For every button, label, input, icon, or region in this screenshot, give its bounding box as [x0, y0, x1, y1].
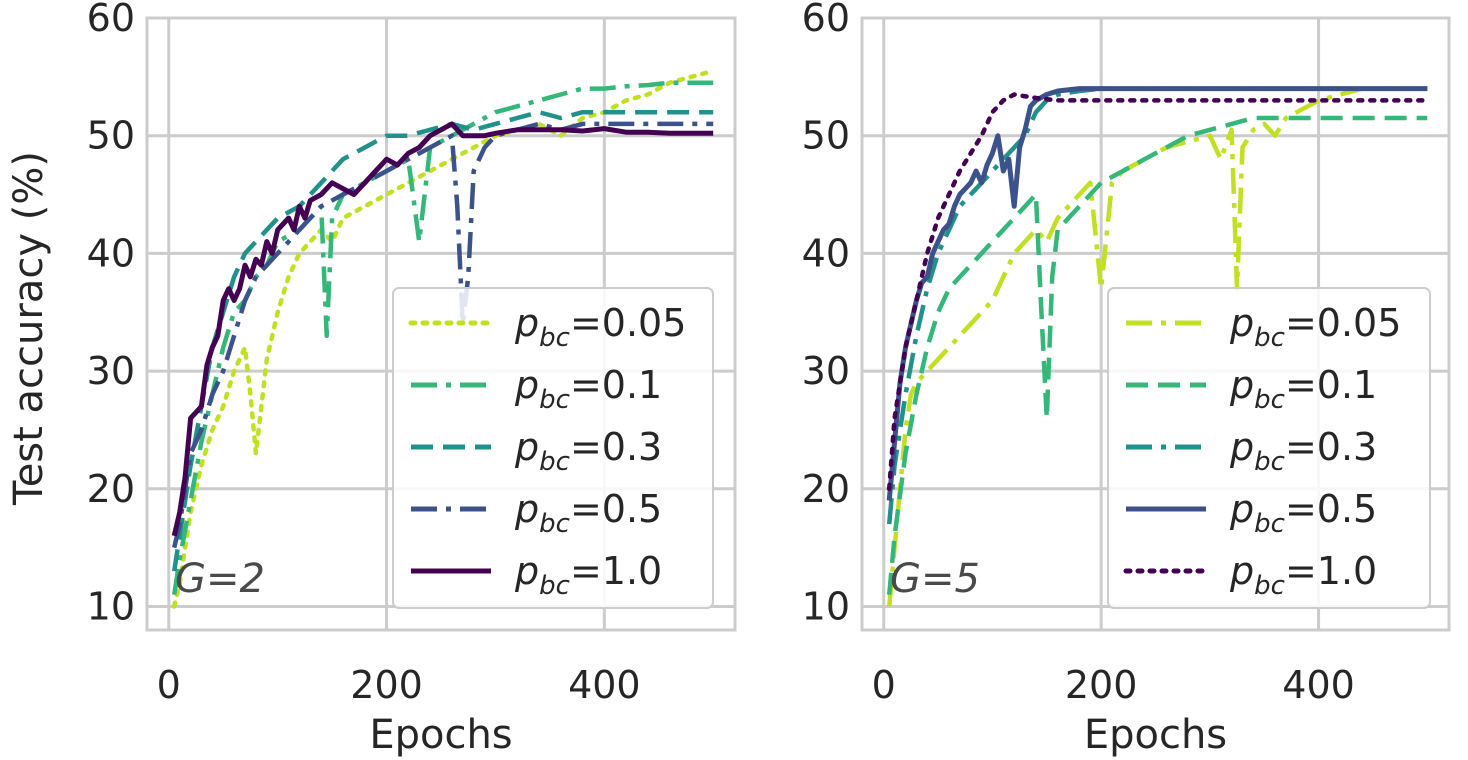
legend-label: pbc=0.05: [1229, 301, 1401, 353]
axes-frame: [145, 16, 737, 632]
legend-label: pbc=0.1: [1229, 363, 1377, 415]
y-tick-label: 50: [802, 114, 850, 158]
legend-label: pbc=0.05: [514, 301, 686, 353]
y-tick-label: 50: [87, 114, 135, 158]
x-tick-label: 0: [157, 663, 181, 707]
legend-box: [392, 287, 714, 609]
y-tick-label: 10: [87, 584, 135, 628]
legend-box: [1107, 287, 1431, 609]
y-tick-label: 30: [87, 349, 135, 393]
y-tick-label: 40: [87, 231, 135, 275]
left-panel: 0 200 400102030405060EpochsG=2pbc=0.05pbc=…: [87, 0, 737, 758]
x-tick-label: 200: [1065, 663, 1138, 707]
y-tick-label: 20: [802, 467, 850, 511]
y-tick-label: 60: [87, 0, 135, 40]
group-annotation: G=5: [890, 556, 980, 602]
series-line-0-05: [171, 68, 716, 609]
x-tick-label: 400: [568, 663, 641, 707]
x-tick-label: 0: [872, 663, 896, 707]
y-tick-label: 30: [802, 349, 850, 393]
series-line-1-0: [171, 121, 714, 537]
y-tick-label: 60: [802, 0, 850, 40]
legend-label: pbc=1.0: [514, 549, 662, 601]
y-tick-label: 40: [802, 231, 850, 275]
y-tick-label: 20: [87, 467, 135, 511]
y-tick-label: 10: [802, 584, 850, 628]
axes-frame: [860, 16, 1451, 632]
legend: pbc=0.05 pbc=0.1 pbc=0.3 pbc=0.5 pbc=1.0: [1107, 287, 1431, 609]
series-line-0-05: [886, 86, 1428, 607]
series-line-0-5: [886, 86, 1428, 501]
x-tick-label: 200: [350, 663, 423, 707]
series-line-0-5: [172, 121, 714, 549]
series-line-0-1: [886, 115, 1428, 595]
series-line-1-0: [886, 92, 1430, 492]
legend-label: pbc=0.1: [514, 363, 662, 415]
y-axis-label: Test accuracy (%): [6, 151, 52, 506]
x-axis-label: Epochs: [1084, 712, 1227, 758]
legend-label: pbc=0.3: [514, 425, 662, 477]
legend-label: pbc=0.5: [1229, 487, 1377, 539]
x-tick-label: 400: [1282, 663, 1355, 707]
legend-label: pbc=0.5: [514, 487, 662, 539]
right-panel: 0 200 400102030405060EpochsG=5pbc=0.05pbc=…: [802, 0, 1451, 758]
group-annotation: G=2: [175, 556, 265, 602]
legend-label: pbc=1.0: [1229, 549, 1377, 601]
legend: pbc=0.05 pbc=0.1 pbc=0.3 pbc=0.5 pbc=1.0: [392, 287, 714, 609]
x-axis-label: Epochs: [369, 712, 512, 758]
legend-label: pbc=0.3: [1229, 425, 1377, 477]
